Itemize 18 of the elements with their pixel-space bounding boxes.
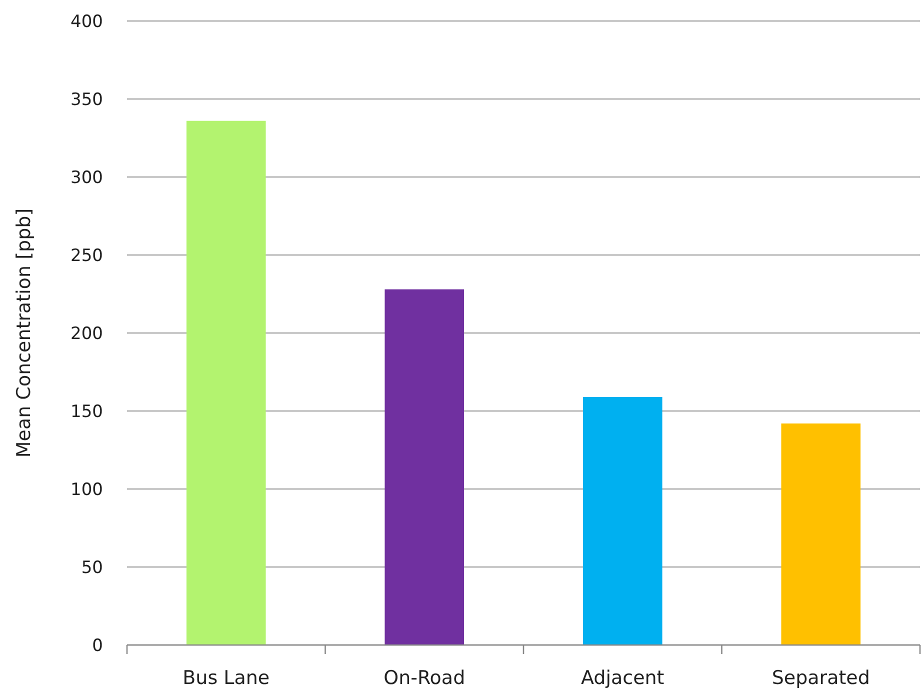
bar xyxy=(781,423,861,645)
bar xyxy=(384,289,464,645)
y-tick-label: 150 xyxy=(70,402,103,422)
x-tick-label: Bus Lane xyxy=(182,667,270,689)
y-axis-title: Mean Concentration [ppb] xyxy=(13,208,35,458)
bar xyxy=(186,120,266,645)
y-tick-label: 50 xyxy=(81,558,103,578)
y-tick-label: 0 xyxy=(92,636,103,656)
bar xyxy=(582,396,662,645)
x-tick-label: Separated xyxy=(772,667,870,689)
x-tick-label: Adjacent xyxy=(580,667,664,689)
y-tick-label: 100 xyxy=(70,480,103,500)
y-tick-label: 400 xyxy=(70,12,103,32)
x-tick-label: On-Road xyxy=(384,667,466,689)
y-tick-label: 250 xyxy=(70,246,103,266)
y-tick-label: 200 xyxy=(70,324,103,344)
y-tick-label: 300 xyxy=(70,168,103,188)
y-tick-label: 350 xyxy=(70,90,103,110)
